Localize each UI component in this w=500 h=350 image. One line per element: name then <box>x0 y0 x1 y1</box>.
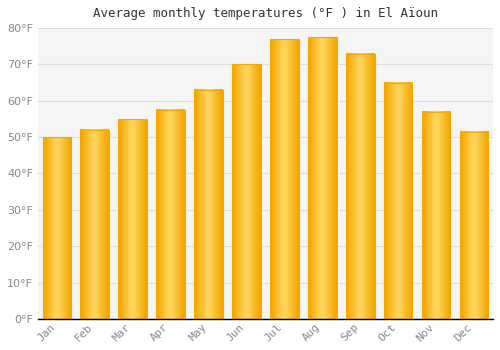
Bar <box>422 112 450 319</box>
Bar <box>308 37 336 319</box>
Bar <box>384 83 412 319</box>
Bar <box>42 137 71 319</box>
Title: Average monthly temperatures (°F ) in El Aïoun: Average monthly temperatures (°F ) in El… <box>93 7 438 20</box>
Bar <box>232 64 260 319</box>
Bar <box>460 132 488 319</box>
Bar <box>346 54 374 319</box>
Bar <box>80 130 109 319</box>
Bar <box>156 110 185 319</box>
Bar <box>118 119 147 319</box>
Bar <box>270 39 298 319</box>
Bar <box>194 90 223 319</box>
